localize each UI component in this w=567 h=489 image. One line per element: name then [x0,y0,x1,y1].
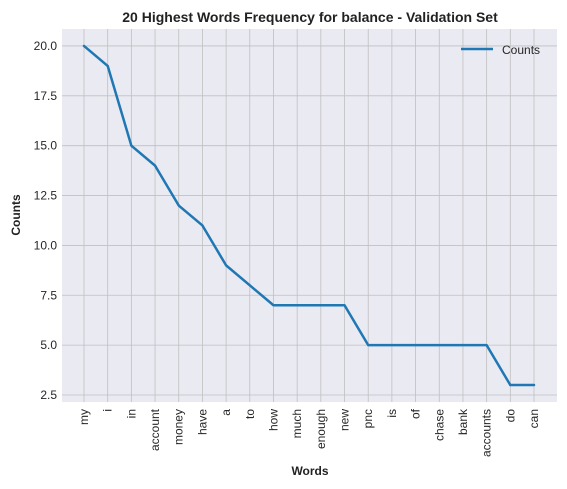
x-tick-label: new [338,409,352,431]
x-tick-label: account [148,408,162,451]
x-tick-label: pnc [361,409,375,428]
y-tick-label: 12.5 [34,189,58,203]
y-tick-label: 17.5 [34,89,58,103]
x-tick-label: a [219,409,233,416]
x-axis-ticks: my i in account money have a to how much enough new… [77,408,541,457]
x-tick-label: how [266,409,280,431]
series-line-counts [82,44,536,387]
y-axis-ticks: 2.5 5.0 7.5 10.0 12.5 15.0 17.5 20.0 [34,39,58,402]
x-tick-label: money [172,409,186,445]
legend-label-counts: Counts [502,43,540,57]
x-tick-label: enough [314,409,328,449]
x-axis-label: Words [291,464,328,478]
x-tick-label: chase [432,409,446,441]
x-tick-label: much [290,409,304,438]
y-tick-label: 15.0 [34,139,58,153]
series-layer [82,44,536,387]
grid-lines [62,29,557,402]
y-tick-label: 7.5 [40,288,57,302]
chart-title: 20 Highest Words Frequency for balance -… [122,9,498,25]
x-tick-label: bank [456,408,470,435]
x-tick-label: in [124,409,138,418]
y-axis-label: Counts [9,194,23,236]
plot-area [62,29,557,402]
x-tick-label: can [527,409,541,428]
y-tick-label: 2.5 [40,388,57,402]
y-tick-label: 20.0 [34,39,58,53]
x-tick-label: i [101,409,115,412]
y-tick-label: 5.0 [40,338,57,352]
x-tick-label: to [243,409,257,419]
x-tick-label: is [385,409,399,418]
y-tick-label: 10.0 [34,238,58,252]
x-tick-label: accounts [480,409,494,457]
x-tick-label: have [195,409,209,435]
legend: Counts [461,43,540,57]
x-tick-label: my [77,409,91,425]
x-tick-label: do [503,409,517,423]
x-tick-label: of [409,408,423,419]
